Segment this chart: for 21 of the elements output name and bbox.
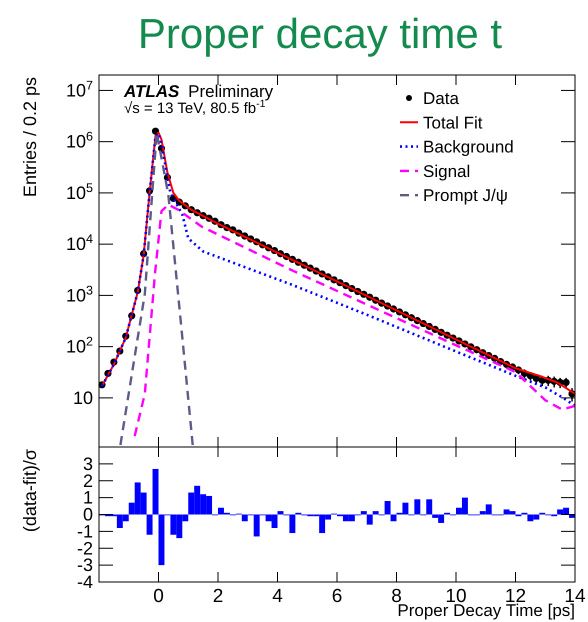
y-tick-label: 10 — [72, 388, 93, 408]
y-tick-label: 10$^{5}$ — [66, 180, 93, 203]
x-tick-label: 0 — [153, 586, 164, 607]
y-tick-label: 10$^{2}$ — [66, 334, 93, 357]
x-tick-label: 6 — [332, 586, 342, 607]
y-tick-label: 10$^{3}$ — [66, 283, 93, 306]
y-axis-title: (data-fit)/σ — [20, 449, 40, 532]
legend-label: Data — [423, 89, 460, 108]
annotation: ATLAS Preliminary — [123, 82, 274, 101]
chart-title: Proper decay time t — [138, 10, 502, 57]
legend-label: Background — [423, 138, 514, 157]
y-axis-title: Entries / 0.2 ps — [20, 77, 40, 198]
legend-label: Total Fit — [423, 113, 483, 132]
x-tick-label: 2 — [212, 586, 224, 607]
annotation: √s = 13 TeV, 80.5 fb$^{-1}$ — [124, 98, 266, 117]
legend-label: Signal — [423, 162, 470, 181]
y-tick-label: 10$^{4}$ — [66, 232, 93, 254]
y-tick-label: 10$^{7}$ — [66, 78, 93, 100]
x-tick-label: 4 — [272, 586, 284, 607]
legend-label: Prompt J/ψ — [423, 186, 508, 206]
y-tick-label: 10$^{6}$ — [66, 130, 93, 152]
